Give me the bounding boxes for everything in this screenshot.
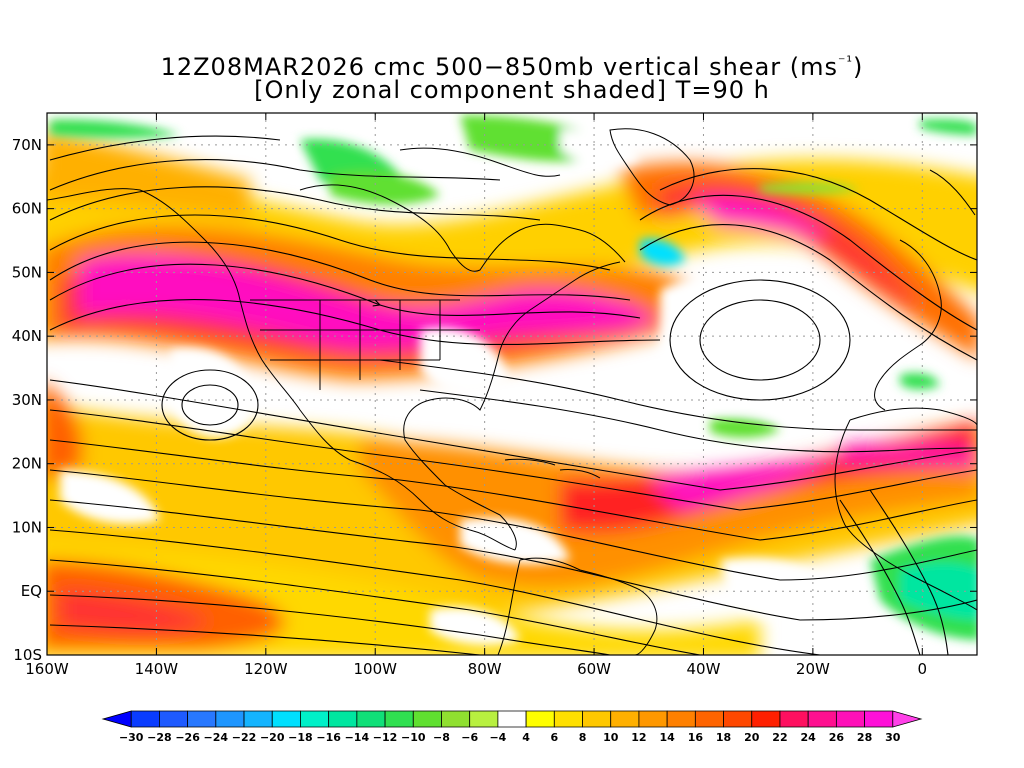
colorbar-label: 26 xyxy=(829,731,845,744)
lat-tick-label: 20N xyxy=(12,455,42,473)
colorbar-cell xyxy=(159,710,189,728)
lon-tick-label: 60W xyxy=(577,660,611,678)
colorbar-cell xyxy=(666,710,696,728)
colorbar-cell xyxy=(469,710,499,728)
colorbar-label: 24 xyxy=(801,731,817,744)
lat-tick-label: 60N xyxy=(12,200,42,218)
colorbar: −30 −28 −26 −24 −22 −20 −18 −16 −14 −12 −10 −8 −6 −4 4… xyxy=(101,710,923,744)
lon-tick-label: 140W xyxy=(135,660,179,678)
lat-tick-label: 70N xyxy=(12,136,42,154)
colorbar-cell xyxy=(892,710,923,728)
colorbar-cell xyxy=(300,710,330,728)
colorbar-label: 4 xyxy=(522,731,530,744)
colorbar-cell xyxy=(864,710,894,728)
colorbar-cell xyxy=(835,710,865,728)
colorbar-label: −28 xyxy=(147,731,172,744)
colorbar-cell xyxy=(384,710,414,728)
colorbar-label: 10 xyxy=(603,731,619,744)
lat-tick-label: 30N xyxy=(12,391,42,409)
colorbar-label: −18 xyxy=(288,731,313,744)
lon-tick-label: 100W xyxy=(354,660,398,678)
colorbar-cell xyxy=(101,710,132,728)
colorbar-label: 6 xyxy=(550,731,558,744)
chart-title-line2: [Only zonal component shaded] T=90 h xyxy=(254,76,770,104)
colorbar-cell xyxy=(807,710,837,728)
colorbar-cell xyxy=(723,710,753,728)
colorbar-cell xyxy=(130,710,160,728)
colorbar-label: −24 xyxy=(204,731,229,744)
colorbar-label: 22 xyxy=(772,731,787,744)
colorbar-cell xyxy=(243,710,273,728)
shear-streamlines xyxy=(49,135,977,655)
colorbar-cell xyxy=(215,710,245,728)
chart-title-line1: 12Z08MAR2026 cmc 500−850mb vertical shea… xyxy=(0,48,1024,81)
colorbar-label: −4 xyxy=(489,731,506,744)
colorbar-label: −8 xyxy=(433,731,450,744)
colorbar-label: 20 xyxy=(744,731,760,744)
colorbar-label: −12 xyxy=(373,731,398,744)
colorbar-cell xyxy=(271,710,301,728)
title-prefix: 12Z08MAR2026 cmc 500−850mb vertical shea… xyxy=(160,53,839,81)
lat-tick-label: 10N xyxy=(12,518,42,536)
colorbar-cell xyxy=(751,710,781,728)
title-unit-exponent: ⁻¹ xyxy=(838,54,854,70)
colorbar-label: −26 xyxy=(175,731,200,744)
colorbar-cell xyxy=(356,710,386,728)
colorbar-label: 14 xyxy=(659,731,675,744)
shear-shading xyxy=(47,113,977,655)
colorbar-cell xyxy=(187,710,217,728)
colorbar-label: −30 xyxy=(119,731,144,744)
coastlines xyxy=(47,128,977,655)
colorbar-cell xyxy=(441,710,471,728)
lon-tick-label: 0 xyxy=(918,660,928,678)
colorbar-label: −22 xyxy=(232,731,257,744)
colorbar-cell xyxy=(525,710,555,728)
colorbar-cell xyxy=(582,710,612,728)
colorbar-cell xyxy=(328,710,358,728)
colorbar-cell xyxy=(553,710,583,728)
colorbar-label: 8 xyxy=(579,731,587,744)
colorbar-label: −6 xyxy=(461,731,478,744)
lon-tick-label: 20W xyxy=(796,660,830,678)
lon-tick-label: 120W xyxy=(244,660,288,678)
colorbar-cell xyxy=(412,710,442,728)
colorbar-label: 16 xyxy=(688,731,704,744)
colorbar-label: 30 xyxy=(885,731,901,744)
colorbar-label: −20 xyxy=(260,731,285,744)
colorbar-cell xyxy=(610,710,640,728)
map-frame xyxy=(46,112,978,656)
lat-tick-label: 10S xyxy=(13,646,42,664)
lon-tick-label: 80W xyxy=(468,660,502,678)
lon-tick-label: 40W xyxy=(687,660,721,678)
colorbar-label: −14 xyxy=(345,731,370,744)
lon-tick-label: 160W xyxy=(25,660,69,678)
lat-tick-label: 40N xyxy=(12,327,42,345)
colorbar-label: −16 xyxy=(316,731,341,744)
title-suffix: ) xyxy=(853,53,864,81)
colorbar-cell xyxy=(694,710,724,728)
lat-tick-label: 50N xyxy=(12,263,42,281)
colorbar-label: 18 xyxy=(716,731,731,744)
colorbar-label: 28 xyxy=(857,731,872,744)
colorbar-cell xyxy=(638,710,668,728)
colorbar-cell xyxy=(779,710,809,728)
colorbar-label: 12 xyxy=(631,731,646,744)
colorbar-label: −10 xyxy=(401,731,426,744)
lat-tick-label: EQ xyxy=(21,582,42,600)
lat-lon-grid xyxy=(47,113,977,655)
colorbar-cell xyxy=(497,710,527,728)
